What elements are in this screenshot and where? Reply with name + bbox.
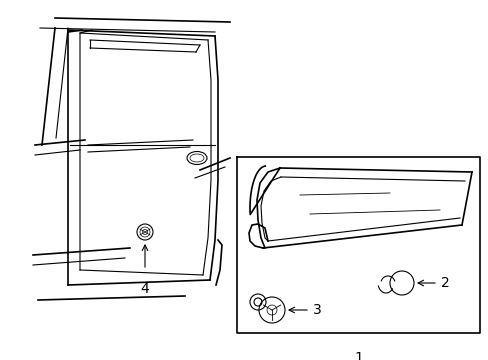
Text: 1: 1 bbox=[353, 351, 362, 360]
Text: 3: 3 bbox=[312, 303, 321, 317]
Text: 4: 4 bbox=[141, 282, 149, 296]
Text: 2: 2 bbox=[440, 276, 449, 290]
